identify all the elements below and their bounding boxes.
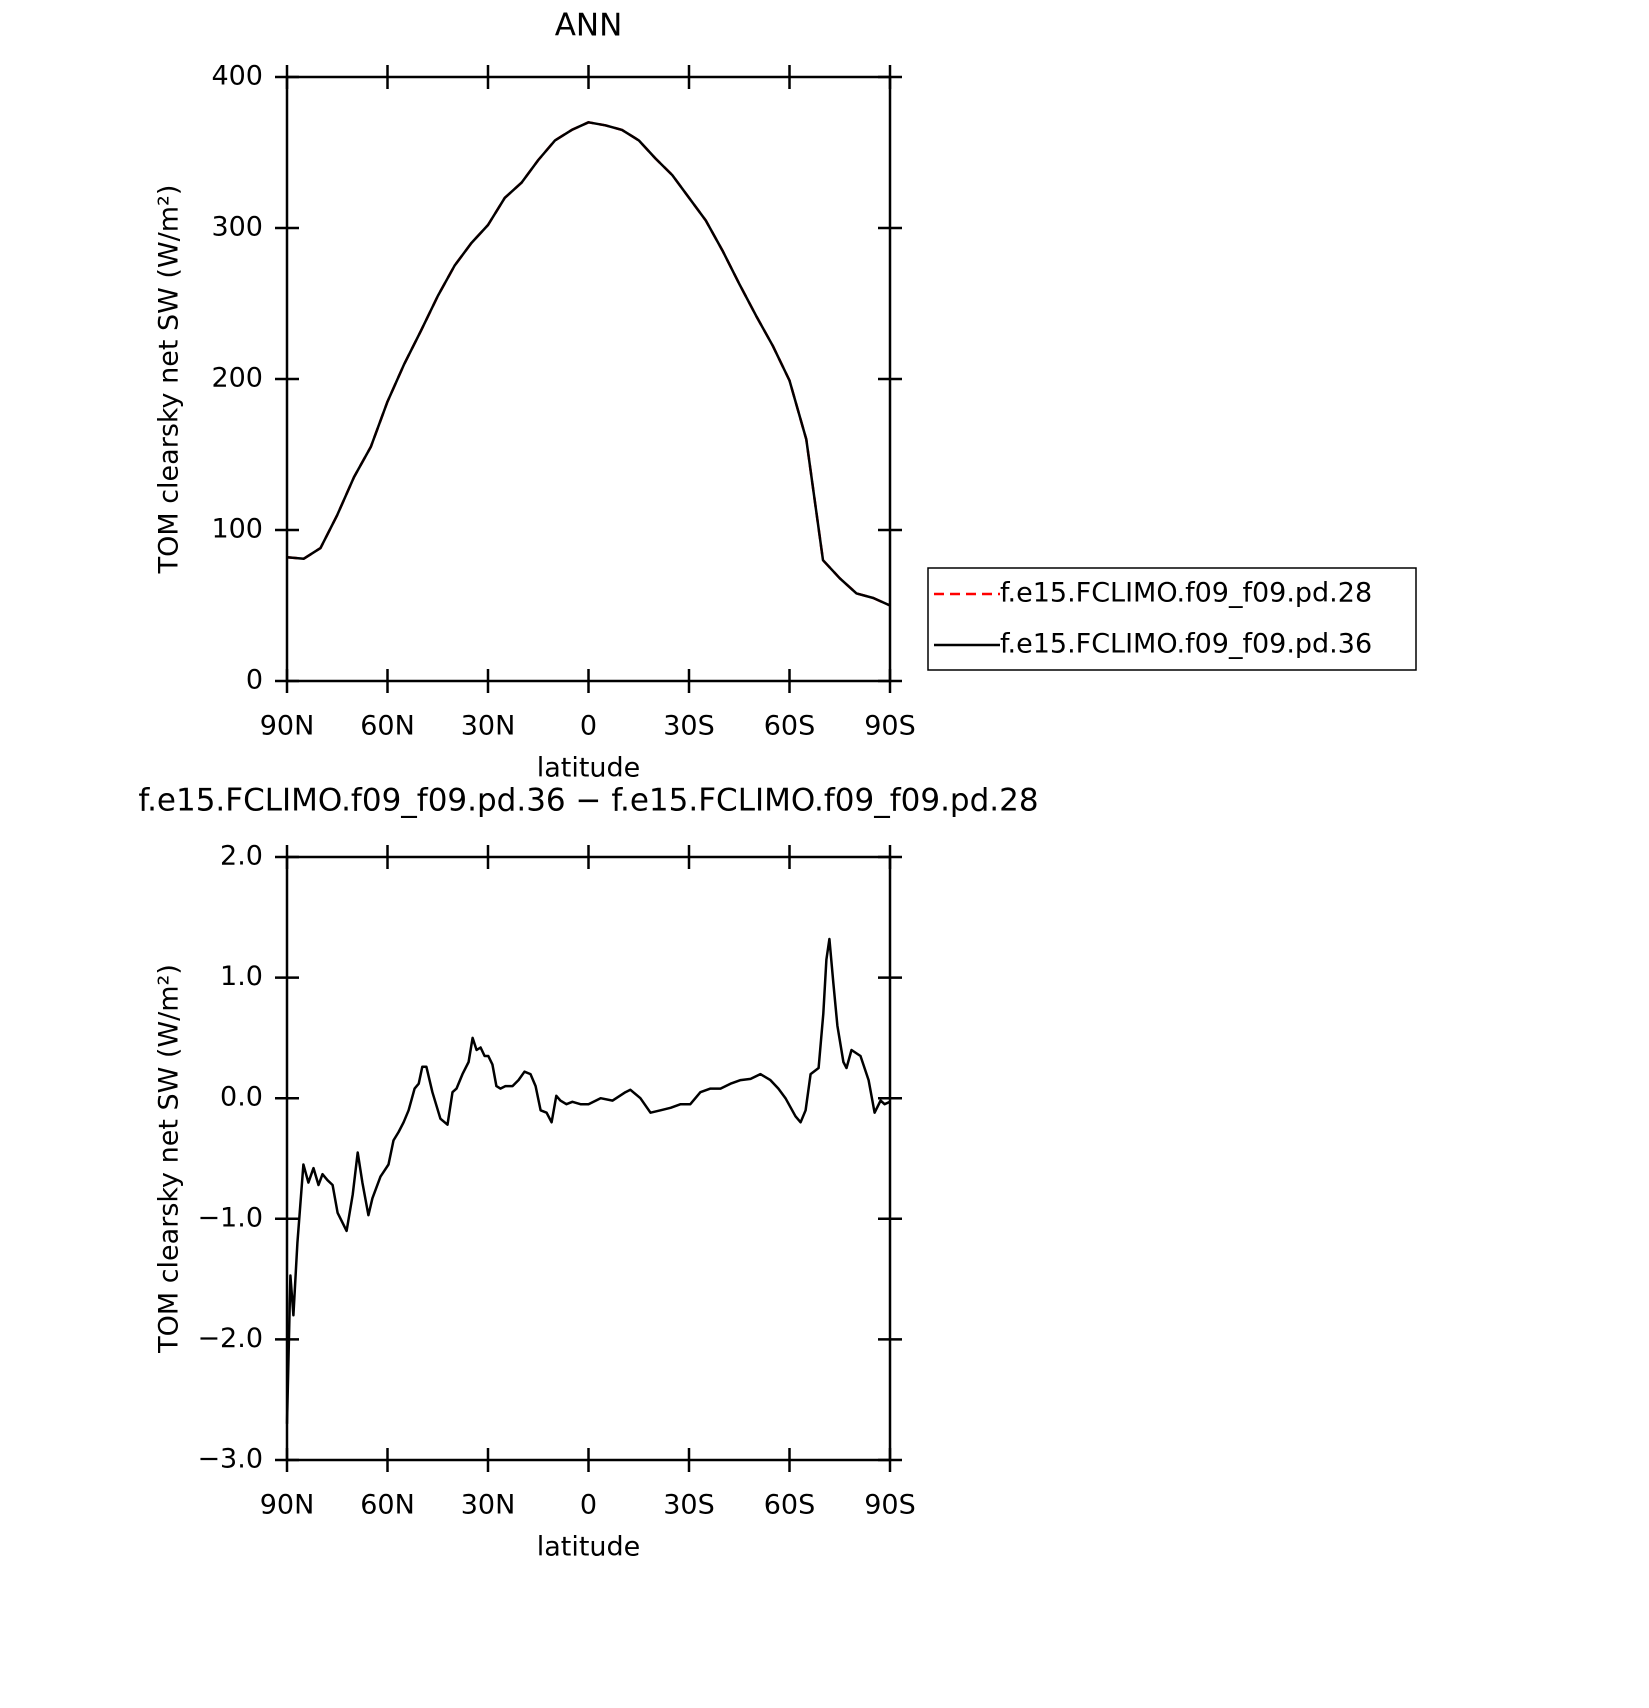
x-tick-label: 60N xyxy=(360,711,415,742)
x-tick-label: 90S xyxy=(864,1490,916,1521)
y-tick-label: 0 xyxy=(246,665,263,696)
x-tick-label: 30N xyxy=(461,1490,516,1521)
y-tick-label: 300 xyxy=(211,212,263,243)
y-tick-label: 100 xyxy=(211,514,263,545)
series-line xyxy=(286,121,891,607)
y-axis-label: TOM clearsky net SW (W/m²) xyxy=(154,964,185,1354)
x-tick-label: 90N xyxy=(260,711,315,742)
x-tick-label: 90S xyxy=(864,711,916,742)
plot-frame xyxy=(285,75,892,683)
x-tick-label: 0 xyxy=(580,711,597,742)
x-tick-label: 60N xyxy=(360,1490,415,1521)
plot-frame xyxy=(285,855,892,1462)
x-tick-label: 30S xyxy=(663,1490,715,1521)
legend-label: f.e15.FCLIMO.f09_f09.pd.36 xyxy=(1000,629,1372,660)
chart-title: ANN xyxy=(555,8,623,44)
y-axis-label: TOM clearsky net SW (W/m²) xyxy=(154,185,185,575)
y-tick-label: 200 xyxy=(211,363,263,394)
x-tick-label: 0 xyxy=(580,1490,597,1521)
y-tick-label: 0.0 xyxy=(220,1082,263,1113)
chart-title: f.e15.FCLIMO.f09_f09.pd.36 − f.e15.FCLIM… xyxy=(138,783,1038,819)
y-tick-label: 400 xyxy=(211,61,263,92)
x-tick-label: 90N xyxy=(260,1490,315,1521)
y-tick-label: 1.0 xyxy=(220,961,263,992)
series-line xyxy=(285,937,891,1424)
x-axis-label: latitude xyxy=(537,1532,641,1563)
y-tick-label: 2.0 xyxy=(220,841,263,872)
x-tick-label: 60S xyxy=(764,711,816,742)
y-tick-label: −3.0 xyxy=(197,1444,263,1475)
legend-label: f.e15.FCLIMO.f09_f09.pd.28 xyxy=(1000,578,1372,609)
legend-box xyxy=(927,567,1417,671)
x-axis-label: latitude xyxy=(537,753,641,784)
y-tick-label: −1.0 xyxy=(197,1202,263,1233)
x-tick-label: 60S xyxy=(764,1490,816,1521)
x-tick-label: 30S xyxy=(663,711,715,742)
y-tick-label: −2.0 xyxy=(197,1323,263,1354)
series-line xyxy=(286,121,891,607)
x-tick-label: 30N xyxy=(461,711,516,742)
